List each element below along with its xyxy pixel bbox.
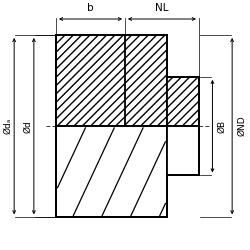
- Bar: [56, 126, 167, 217]
- Text: NL: NL: [155, 3, 169, 13]
- Bar: [167, 77, 199, 126]
- Text: ØB: ØB: [217, 120, 226, 133]
- Text: b: b: [87, 3, 94, 13]
- Bar: [56, 35, 167, 126]
- Bar: [167, 126, 199, 176]
- Text: ØND: ØND: [237, 116, 246, 136]
- Text: Ødₐ: Ødₐ: [4, 118, 13, 134]
- Text: Ød: Ød: [23, 120, 32, 132]
